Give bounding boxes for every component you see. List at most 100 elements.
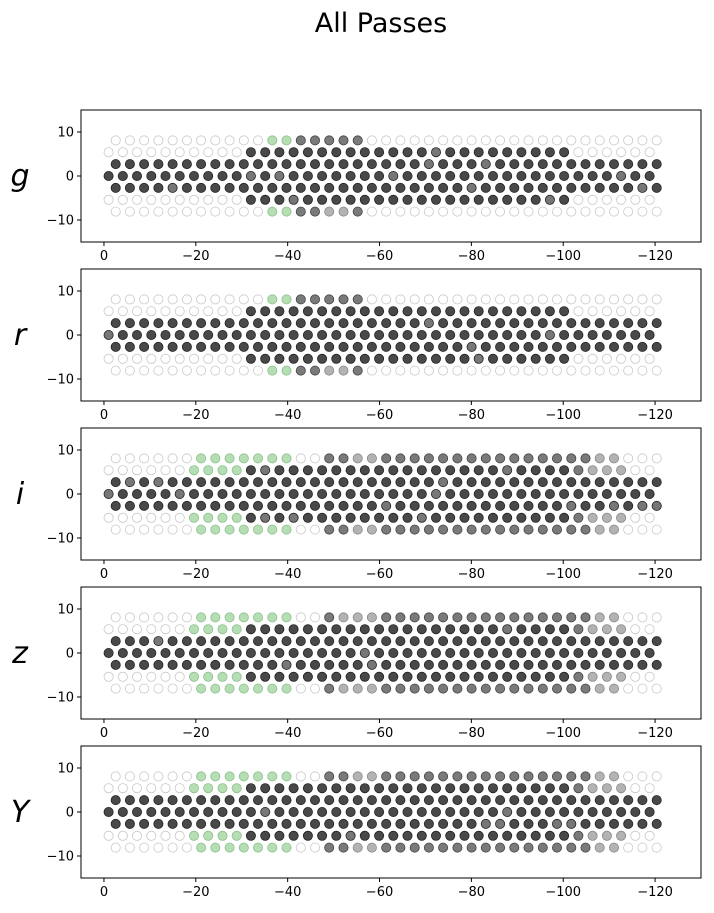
hex-marker xyxy=(345,807,356,818)
hex-marker xyxy=(487,512,498,523)
hex-marker xyxy=(552,477,563,488)
band-label-i: i xyxy=(16,477,25,512)
hex-marker xyxy=(338,182,349,193)
hex-marker xyxy=(402,512,413,523)
hex-marker xyxy=(573,353,584,364)
hex-marker xyxy=(345,648,356,659)
hex-marker xyxy=(359,648,370,659)
hex-marker xyxy=(580,294,591,305)
hex-marker xyxy=(188,170,199,181)
y-tick-label: 0 xyxy=(66,647,74,662)
hex-marker xyxy=(103,671,114,682)
hex-marker xyxy=(395,182,406,193)
hex-marker xyxy=(288,512,299,523)
hex-marker xyxy=(480,524,491,535)
hex-marker xyxy=(274,329,285,340)
hex-marker xyxy=(466,477,477,488)
hex-marker xyxy=(160,170,171,181)
hex-marker xyxy=(509,182,520,193)
hex-marker xyxy=(537,453,548,464)
hex-marker xyxy=(153,818,164,829)
hex-marker xyxy=(302,194,313,205)
hex-marker xyxy=(601,512,612,523)
hex-marker xyxy=(616,648,627,659)
hex-marker xyxy=(623,318,634,329)
hex-marker xyxy=(260,648,271,659)
hex-marker xyxy=(366,341,377,352)
hex-marker xyxy=(651,612,662,623)
hex-marker xyxy=(317,512,328,523)
hex-marker xyxy=(651,683,662,694)
hex-marker xyxy=(366,612,377,623)
hex-marker xyxy=(566,477,577,488)
hex-marker xyxy=(416,671,427,682)
hex-marker xyxy=(174,624,185,635)
hex-marker xyxy=(480,318,491,329)
hex-marker xyxy=(402,170,413,181)
hex-marker xyxy=(217,624,228,635)
hex-marker xyxy=(637,683,648,694)
hex-marker xyxy=(267,341,278,352)
hex-marker xyxy=(466,318,477,329)
hex-marker xyxy=(637,612,648,623)
hex-marker xyxy=(416,147,427,158)
hex-marker xyxy=(616,671,627,682)
hex-marker xyxy=(317,624,328,635)
hex-marker xyxy=(139,182,150,193)
hex-marker xyxy=(124,500,135,511)
hex-marker xyxy=(409,683,420,694)
hex-marker xyxy=(616,830,627,841)
hex-marker xyxy=(566,659,577,670)
hex-marker xyxy=(252,365,263,376)
hex-marker xyxy=(238,842,249,853)
hex-marker xyxy=(438,842,449,853)
hex-marker xyxy=(438,524,449,535)
y-tick-label: −10 xyxy=(47,532,74,547)
hex-marker xyxy=(480,842,491,853)
hex-marker xyxy=(238,453,249,464)
hex-marker xyxy=(224,636,235,647)
hex-marker xyxy=(580,206,591,217)
hex-marker xyxy=(466,500,477,511)
hex-marker xyxy=(210,683,221,694)
hex-marker xyxy=(338,795,349,806)
hex-marker xyxy=(374,306,385,317)
hex-marker xyxy=(302,488,313,499)
hex-marker xyxy=(459,353,470,364)
hex-marker xyxy=(196,842,207,853)
x-tick-label: 0 xyxy=(100,249,108,264)
panel-r: r 0 −20 −40 −60 −80 −100 −120 10 0 −10 xyxy=(14,268,702,423)
hex-marker xyxy=(609,659,620,670)
hex-marker xyxy=(203,353,214,364)
hex-marker xyxy=(630,353,641,364)
hex-marker xyxy=(131,671,142,682)
hex-marker xyxy=(423,636,434,647)
hex-marker xyxy=(217,465,228,476)
hex-marker xyxy=(267,206,278,217)
hex-marker xyxy=(623,365,634,376)
hex-marker xyxy=(502,353,513,364)
hex-marker xyxy=(573,194,584,205)
hex-marker xyxy=(196,294,207,305)
hex-marker xyxy=(552,294,563,305)
hex-marker xyxy=(559,329,570,340)
hex-marker xyxy=(388,306,399,317)
hex-marker xyxy=(409,659,420,670)
hex-marker xyxy=(281,795,292,806)
hex-marker xyxy=(231,512,242,523)
hex-marker xyxy=(139,365,150,376)
hex-marker xyxy=(594,318,605,329)
hex-marker xyxy=(131,783,142,794)
hex-marker xyxy=(224,795,235,806)
band-label-Y: Y xyxy=(11,795,32,830)
hex-marker xyxy=(231,306,242,317)
hex-marker xyxy=(609,500,620,511)
hex-marker xyxy=(139,683,150,694)
hex-marker xyxy=(587,194,598,205)
x-tick-label: −100 xyxy=(545,726,581,741)
hex-marker xyxy=(181,842,192,853)
hex-marker xyxy=(359,147,370,158)
hex-marker xyxy=(131,194,142,205)
hex-marker xyxy=(495,341,506,352)
hex-marker xyxy=(616,170,627,181)
